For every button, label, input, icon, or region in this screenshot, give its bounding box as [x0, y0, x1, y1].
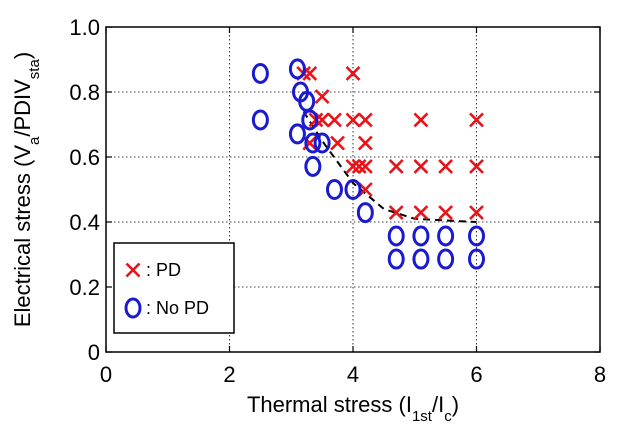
legend-marker-no-pd: [124, 297, 142, 319]
legend-label-pd: : PD: [146, 260, 181, 280]
data-point-no-pd: [344, 179, 362, 200]
data-point-no-pd: [468, 248, 485, 270]
data-point-no-pd: [251, 62, 269, 84]
y-tick-label: 0.8: [69, 80, 100, 105]
data-point-pd: [345, 112, 361, 128]
data-point-no-pd: [468, 225, 485, 247]
y-tick-label: 0.4: [69, 210, 100, 235]
boundary-line: [302, 110, 477, 223]
data-point-pd: [469, 205, 484, 220]
y-tick-label: 0.2: [69, 275, 100, 300]
x-tick-label: 6: [470, 362, 482, 387]
data-point-pd: [413, 112, 429, 128]
data-point-pd: [388, 159, 404, 174]
data-point-no-pd: [387, 248, 405, 270]
legend-o-marker: [124, 297, 142, 319]
data-point-no-pd: [304, 132, 322, 154]
y-tick-label: 0.6: [69, 145, 100, 170]
x-tick-label: 8: [594, 362, 606, 387]
data-point-pd: [357, 159, 373, 174]
data-point-pd: [314, 89, 330, 104]
data-point-pd: [357, 112, 373, 128]
data-point-pd: [469, 112, 484, 128]
data-point-no-pd: [304, 155, 322, 177]
data-point-pd: [357, 182, 373, 197]
data-point-no-pd: [412, 248, 430, 270]
data-point-pd: [413, 205, 429, 220]
data-points: [251, 58, 485, 270]
axis-ticks: 0 2 4 6 8 0 0.2 0.4 0.6 0.8 1.0: [69, 15, 606, 387]
data-point-no-pd: [251, 109, 269, 131]
data-point-no-pd: [412, 225, 430, 247]
data-point-no-pd: [325, 179, 343, 200]
y-axis-title: Electrical stress (Va/PDIVsta): [10, 52, 43, 327]
data-point-pd: [388, 205, 404, 220]
data-point-no-pd: [437, 225, 455, 247]
data-point-pd: [330, 135, 345, 151]
data-point-no-pd: [437, 248, 455, 270]
data-point-no-pd: [356, 202, 374, 224]
legend: : PD : No PD: [113, 242, 235, 334]
data-point-pd: [438, 159, 454, 174]
data-point-pd: [357, 135, 373, 151]
x-axis-title: Thermal stress (I1st/Ic): [247, 392, 459, 425]
data-point-pd: [351, 159, 367, 174]
x-tick-label: 2: [223, 362, 235, 387]
y-tick-label: 0: [88, 340, 100, 365]
legend-label-no-pd: : No PD: [146, 298, 209, 318]
data-point-pd: [314, 112, 330, 128]
data-point-no-pd: [387, 225, 405, 247]
data-point-no-pd: [313, 132, 331, 154]
data-point-pd: [413, 159, 429, 174]
data-point-no-pd: [288, 123, 306, 145]
legend-box: [113, 242, 235, 334]
x-tick-label: 0: [100, 362, 112, 387]
data-point-pd: [469, 159, 484, 174]
boundary-line-layer: [302, 110, 477, 223]
y-tick-label: 1.0: [69, 15, 100, 40]
data-point-no-pd: [288, 58, 306, 80]
x-tick-label: 4: [347, 362, 359, 387]
data-point-pd: [345, 66, 361, 81]
legend-marker-pd: [125, 262, 141, 278]
legend-x-marker: [125, 262, 141, 278]
data-point-no-pd: [301, 109, 319, 131]
data-point-pd: [345, 159, 361, 174]
data-point-pd: [438, 205, 454, 220]
data-point-pd: [327, 112, 342, 128]
